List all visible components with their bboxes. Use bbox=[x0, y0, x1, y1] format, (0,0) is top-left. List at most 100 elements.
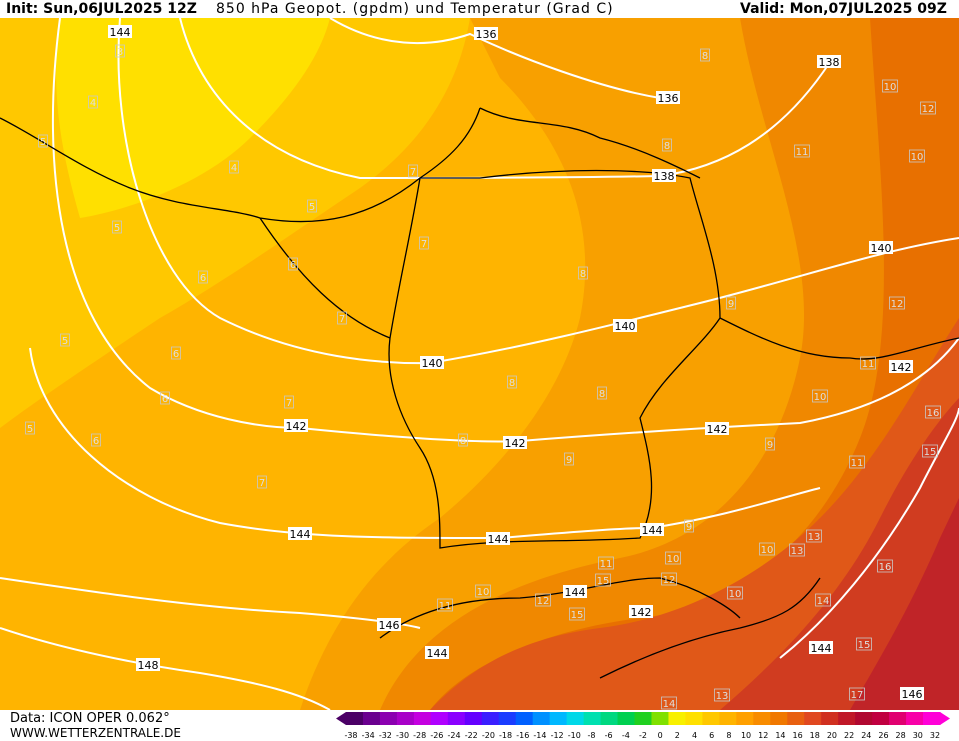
temp-band-3 bbox=[56, 18, 330, 218]
legend-swatch bbox=[821, 712, 839, 725]
geopotential-label: 144 bbox=[108, 25, 132, 39]
geopotential-label-text: 138 bbox=[819, 56, 840, 69]
legend-tick-label: -22 bbox=[465, 731, 478, 740]
geopotential-label: 138 bbox=[652, 169, 676, 183]
geopotential-label-text: 140 bbox=[615, 320, 636, 333]
geopotential-label-text: 142 bbox=[505, 437, 526, 450]
legend-tick-label: 16 bbox=[792, 731, 802, 740]
temperature-label: 16 bbox=[925, 405, 941, 419]
temperature-label: 6 bbox=[91, 433, 101, 447]
legend-tick-label: -32 bbox=[379, 731, 392, 740]
temperature-label: 6 bbox=[288, 257, 298, 271]
legend-swatch bbox=[481, 712, 500, 725]
temperature-label: 15 bbox=[595, 573, 611, 587]
geopotential-label-text: 138 bbox=[654, 170, 675, 183]
legend-tick-label: 32 bbox=[930, 731, 940, 740]
temperature-label-text: 13 bbox=[791, 546, 804, 557]
legend-swatch bbox=[906, 712, 924, 725]
legend-swatch bbox=[668, 712, 686, 725]
legend-swatch bbox=[362, 712, 381, 725]
temperature-label: 3 bbox=[115, 44, 125, 58]
legend-tick-label: 14 bbox=[775, 731, 785, 740]
legend-tick-label: 28 bbox=[896, 731, 906, 740]
geopotential-label: 144 bbox=[563, 585, 587, 599]
legend-tick-label: 24 bbox=[861, 731, 871, 740]
header-bar: Init: Sun,06JUL2025 12Z 850 hPa Geopot. … bbox=[0, 0, 959, 18]
geopotential-label: 136 bbox=[474, 27, 498, 41]
legend-swatch bbox=[838, 712, 856, 725]
geopotential-label-text: 144 bbox=[290, 528, 311, 541]
valid-time-label: Valid: Mon,07JUL2025 09Z bbox=[740, 1, 947, 17]
temperature-label-text: 11 bbox=[862, 359, 875, 370]
temperature-label-text: 6 bbox=[162, 394, 168, 405]
temperature-label: 5 bbox=[38, 134, 48, 148]
temperature-label-text: 11 bbox=[600, 559, 613, 570]
temperature-label: 10 bbox=[727, 586, 743, 600]
geopotential-label: 140 bbox=[613, 319, 637, 333]
isoline-148 bbox=[0, 627, 331, 710]
geopotential-label: 146 bbox=[900, 687, 924, 701]
temperature-label: 5 bbox=[307, 199, 317, 213]
geopotential-label: 136 bbox=[656, 91, 680, 105]
legend-tick-label: -14 bbox=[533, 731, 546, 740]
temperature-label: 13 bbox=[714, 688, 730, 702]
geopotential-label: 144 bbox=[809, 641, 833, 655]
temperature-label: 10 bbox=[882, 79, 898, 93]
legend-swatch bbox=[430, 712, 449, 725]
temperature-label: 13 bbox=[789, 543, 805, 557]
temperature-label-text: 14 bbox=[817, 596, 830, 607]
temperature-label: 7 bbox=[408, 164, 418, 178]
legend-swatch bbox=[923, 712, 941, 725]
temperature-label: 8 bbox=[507, 375, 517, 389]
legend-swatch bbox=[600, 712, 619, 725]
legend-tick-label: 8 bbox=[726, 731, 731, 740]
geopotential-label: 138 bbox=[817, 55, 841, 69]
temperature-label: 13 bbox=[806, 529, 822, 543]
legend-arrow-left bbox=[336, 712, 346, 725]
legend-tick-label: -8 bbox=[587, 731, 595, 740]
temperature-label-text: 6 bbox=[173, 349, 179, 360]
temperature-label-text: 12 bbox=[537, 596, 550, 607]
temperature-label: 10 bbox=[812, 389, 828, 403]
temperature-label-text: 10 bbox=[761, 545, 774, 556]
legend-tick-label: 30 bbox=[913, 731, 923, 740]
legend-swatch bbox=[583, 712, 602, 725]
legend-tick-label: -24 bbox=[448, 731, 461, 740]
temperature-label-text: 15 bbox=[858, 640, 871, 651]
legend-swatch bbox=[804, 712, 822, 725]
geopotential-label: 146 bbox=[377, 618, 401, 632]
temperature-label-text: 5 bbox=[62, 336, 68, 347]
legend-swatch bbox=[379, 712, 398, 725]
geopotential-label: 142 bbox=[503, 436, 527, 450]
temperature-label: 9 bbox=[765, 437, 775, 451]
temperature-label-text: 7 bbox=[421, 239, 427, 250]
temperature-label-text: 8 bbox=[509, 378, 515, 389]
border-benelux bbox=[259, 217, 391, 339]
legend-tick-label: -38 bbox=[344, 731, 357, 740]
temperature-label-text: 16 bbox=[927, 408, 940, 419]
legend-swatch bbox=[498, 712, 517, 725]
legend-swatch bbox=[651, 712, 669, 725]
temperature-label: 15 bbox=[922, 444, 938, 458]
temperature-label: 11 bbox=[437, 598, 453, 612]
legend-tick-label: -4 bbox=[622, 731, 630, 740]
geopotential-label: 140 bbox=[420, 356, 444, 370]
temperature-label: 17 bbox=[849, 687, 865, 701]
geopotential-label-text: 142 bbox=[707, 423, 728, 436]
geopotential-label-text: 148 bbox=[138, 659, 159, 672]
temperature-label: 14 bbox=[661, 696, 677, 710]
legend-swatch bbox=[617, 712, 636, 725]
legend-tick-label: 26 bbox=[878, 731, 888, 740]
temperature-label: 12 bbox=[535, 593, 551, 607]
legend-swatch bbox=[719, 712, 737, 725]
legend-tick-label: -30 bbox=[396, 731, 409, 740]
geopotential-label: 142 bbox=[284, 419, 308, 433]
legend-tick-label: 22 bbox=[844, 731, 854, 740]
geopotential-label: 142 bbox=[629, 605, 653, 619]
temperature-label: 7 bbox=[419, 236, 429, 250]
border-east bbox=[719, 317, 959, 360]
temperature-label: 8 bbox=[597, 386, 607, 400]
temperature-label-text: 10 bbox=[884, 82, 897, 93]
geopotential-label: 144 bbox=[288, 527, 312, 541]
